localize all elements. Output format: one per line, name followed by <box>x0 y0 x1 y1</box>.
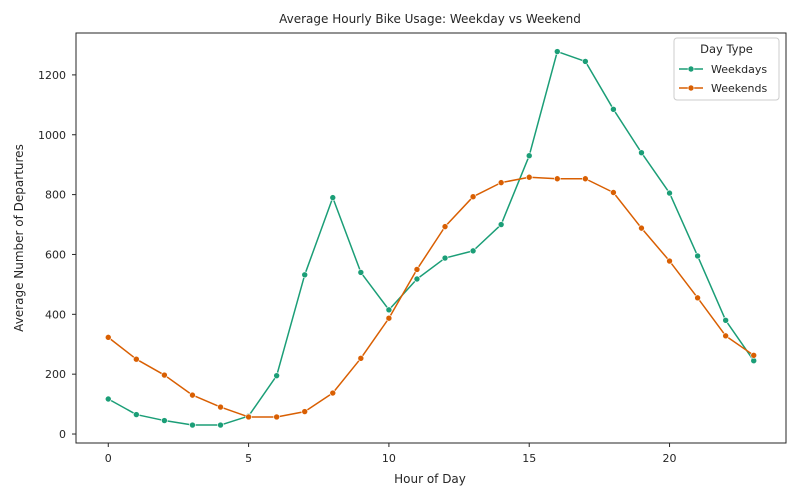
data-point <box>301 271 309 279</box>
data-point <box>525 152 533 160</box>
series-line <box>107 50 755 426</box>
x-tick-label: 10 <box>382 452 396 465</box>
data-point <box>273 413 280 421</box>
data-point <box>694 252 701 260</box>
data-point <box>441 223 449 230</box>
y-tick-label: 400 <box>45 308 66 321</box>
data-point <box>329 389 337 397</box>
y-axis-label: Average Number of Departures <box>12 144 26 332</box>
data-point <box>357 269 365 276</box>
x-tick-label: 0 <box>105 452 112 465</box>
y-tick-label: 0 <box>59 428 66 441</box>
data-point <box>385 306 393 314</box>
data-point <box>273 372 280 379</box>
data-point <box>750 352 758 359</box>
legend-label: Weekdays <box>711 63 767 76</box>
data-point <box>441 254 449 262</box>
x-axis: 0 5 10 15 20 <box>105 443 677 465</box>
data-point <box>104 395 112 403</box>
data-point <box>385 314 393 322</box>
data-point <box>553 175 561 183</box>
data-point <box>133 411 140 418</box>
data-point <box>301 408 309 415</box>
data-point <box>161 371 168 379</box>
y-tick-label: 200 <box>45 368 66 381</box>
data-point <box>245 413 252 421</box>
legend-marker <box>687 65 695 73</box>
legend: Day Type Weekdays Weekends <box>673 37 780 101</box>
data-point <box>217 421 224 429</box>
data-point <box>694 294 701 302</box>
data-point <box>413 275 421 283</box>
data-point <box>582 175 589 183</box>
plot-frame <box>75 32 787 444</box>
y-tick-label: 1000 <box>38 129 66 142</box>
data-point <box>553 48 561 55</box>
data-point <box>469 247 477 255</box>
data-point <box>161 417 168 424</box>
x-tick-label: 5 <box>245 452 252 465</box>
y-tick-label: 600 <box>45 248 66 261</box>
series-layer <box>104 48 758 429</box>
data-point <box>638 224 645 232</box>
data-point <box>497 221 505 228</box>
data-point <box>217 403 224 411</box>
x-tick-label: 15 <box>522 452 536 465</box>
x-tick-label: 20 <box>663 452 677 465</box>
data-point <box>413 266 421 273</box>
y-tick-label: 1200 <box>38 69 66 82</box>
data-point <box>722 316 729 324</box>
data-point <box>189 391 196 399</box>
legend-box <box>673 37 780 101</box>
data-point <box>610 189 617 196</box>
data-point <box>104 334 112 341</box>
data-point <box>582 58 589 65</box>
x-axis-label: Hour of Day <box>394 472 466 486</box>
legend-label: Weekends <box>711 82 767 95</box>
y-axis: 0 200 400 600 800 1000 1200 <box>38 69 76 441</box>
data-point <box>666 189 673 197</box>
series-line <box>107 176 755 418</box>
data-point <box>133 355 140 363</box>
legend-item-weekdays: Weekdays <box>679 63 767 76</box>
data-point <box>525 173 533 181</box>
chart-title: Average Hourly Bike Usage: Weekday vs We… <box>279 12 581 26</box>
data-point <box>497 179 505 186</box>
data-point <box>357 355 365 362</box>
data-point <box>329 194 337 201</box>
legend-title: Day Type <box>700 42 753 56</box>
series-weekends <box>104 173 758 421</box>
data-point <box>722 332 729 340</box>
data-point <box>638 149 645 157</box>
data-point <box>189 421 196 429</box>
y-tick-label: 800 <box>45 189 66 202</box>
series-weekdays <box>104 48 758 429</box>
legend-marker <box>687 84 695 92</box>
data-point <box>469 193 477 201</box>
legend-item-weekends: Weekends <box>679 82 767 95</box>
data-point <box>610 106 617 113</box>
data-point <box>666 257 673 265</box>
